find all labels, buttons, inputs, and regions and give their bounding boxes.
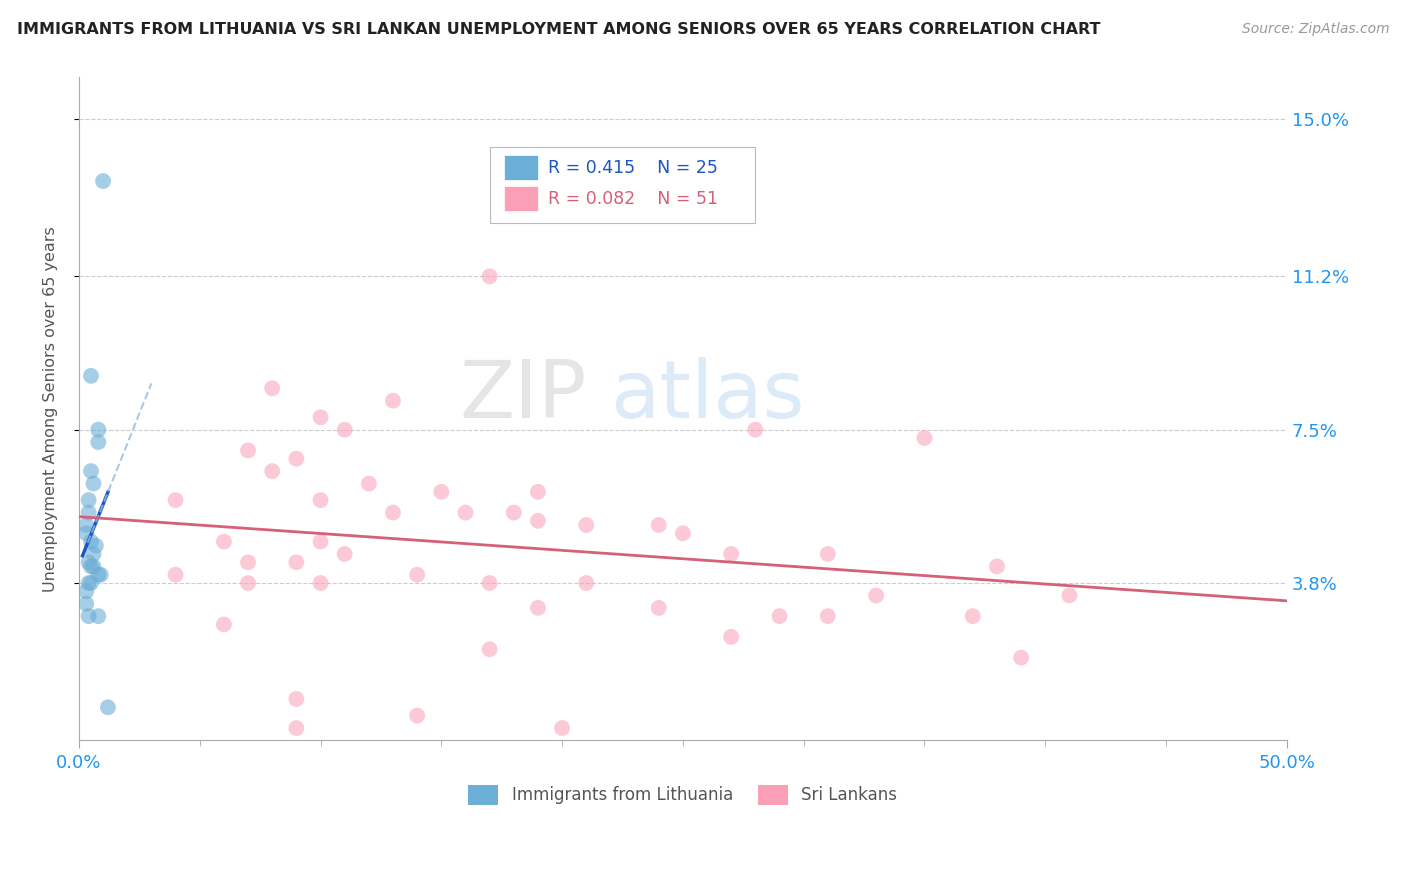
Point — [75, 526, 97, 541]
Point — [77, 576, 100, 591]
Bar — [505, 186, 538, 211]
Text: Source: ZipAtlas.com: Source: ZipAtlas.com — [1241, 22, 1389, 37]
Point — [817, 609, 839, 624]
Point — [454, 506, 477, 520]
Point — [1010, 650, 1032, 665]
Point — [478, 269, 501, 284]
Point — [80, 576, 103, 591]
Point — [406, 708, 429, 723]
Point — [212, 617, 235, 632]
Point — [309, 534, 332, 549]
Point — [82, 476, 104, 491]
Point — [430, 484, 453, 499]
Point — [75, 518, 97, 533]
Point — [80, 534, 103, 549]
Point — [502, 506, 524, 520]
Point — [77, 493, 100, 508]
Point — [768, 609, 790, 624]
Point — [744, 423, 766, 437]
Text: R = 0.415    N = 25: R = 0.415 N = 25 — [547, 159, 717, 177]
Point — [87, 435, 110, 450]
Point — [90, 567, 112, 582]
Point — [672, 526, 695, 541]
Point — [236, 576, 259, 591]
Point — [87, 609, 110, 624]
Point — [97, 700, 120, 714]
Point — [720, 547, 742, 561]
Point — [236, 443, 259, 458]
Point — [84, 539, 107, 553]
Point — [87, 423, 110, 437]
Bar — [505, 155, 538, 180]
Point — [575, 518, 598, 533]
Point — [77, 506, 100, 520]
Point — [77, 555, 100, 569]
Point — [285, 451, 308, 466]
Point — [285, 692, 308, 706]
Point — [527, 484, 550, 499]
Point — [817, 547, 839, 561]
Point — [80, 559, 103, 574]
Point — [333, 547, 356, 561]
Point — [91, 174, 114, 188]
Point — [357, 476, 380, 491]
Point — [914, 431, 936, 445]
Point — [406, 567, 429, 582]
Point — [262, 381, 284, 395]
Point — [236, 555, 259, 569]
Text: IMMIGRANTS FROM LITHUANIA VS SRI LANKAN UNEMPLOYMENT AMONG SENIORS OVER 65 YEARS: IMMIGRANTS FROM LITHUANIA VS SRI LANKAN … — [17, 22, 1101, 37]
Point — [478, 642, 501, 657]
Point — [527, 514, 550, 528]
Point — [382, 393, 405, 408]
Point — [382, 506, 405, 520]
Point — [333, 423, 356, 437]
Point — [648, 600, 671, 615]
Point — [87, 567, 110, 582]
Point — [165, 567, 187, 582]
Point — [986, 559, 1008, 574]
Text: R = 0.082    N = 51: R = 0.082 N = 51 — [547, 190, 717, 208]
Point — [962, 609, 984, 624]
Point — [478, 576, 501, 591]
Text: atlas: atlas — [610, 357, 804, 434]
Point — [720, 630, 742, 644]
Point — [527, 600, 550, 615]
Point — [82, 547, 104, 561]
Point — [262, 464, 284, 478]
FancyBboxPatch shape — [489, 147, 755, 223]
Point — [75, 597, 97, 611]
Point — [285, 721, 308, 735]
Text: ZIP: ZIP — [458, 357, 586, 434]
Point — [1059, 589, 1081, 603]
Legend: Immigrants from Lithuania, Sri Lankans: Immigrants from Lithuania, Sri Lankans — [461, 778, 904, 812]
Point — [77, 609, 100, 624]
Point — [551, 721, 574, 735]
Point — [285, 555, 308, 569]
Y-axis label: Unemployment Among Seniors over 65 years: Unemployment Among Seniors over 65 years — [44, 226, 58, 591]
Point — [575, 576, 598, 591]
Point — [82, 559, 104, 574]
Point — [309, 576, 332, 591]
Point — [648, 518, 671, 533]
Point — [865, 589, 887, 603]
Point — [309, 410, 332, 425]
Point — [165, 493, 187, 508]
Point — [75, 584, 97, 599]
Point — [80, 464, 103, 478]
Point — [309, 493, 332, 508]
Point — [212, 534, 235, 549]
Point — [80, 368, 103, 383]
